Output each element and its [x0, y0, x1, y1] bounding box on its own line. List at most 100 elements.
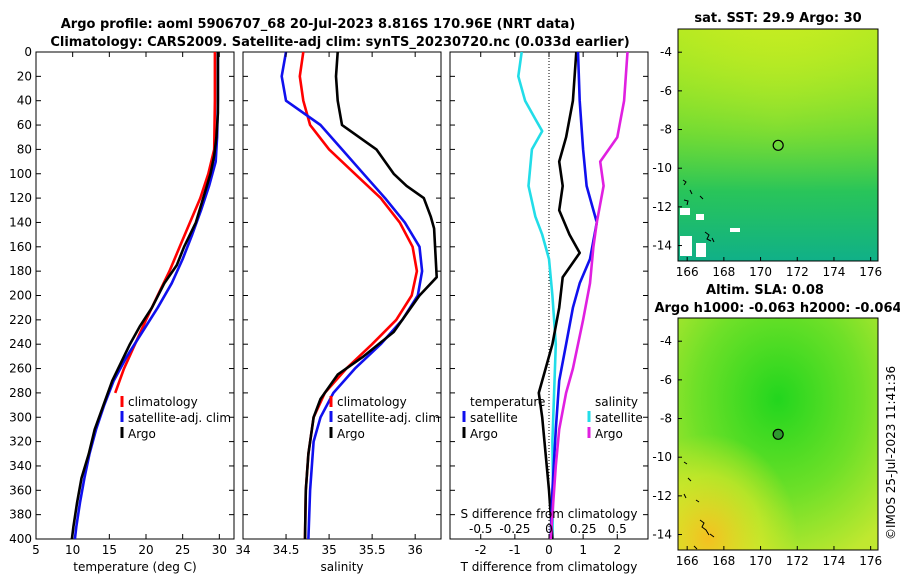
sst-coastline [682, 179, 715, 243]
legend-climatology-label: climatology [128, 395, 198, 409]
y-tick-label: 80 [17, 142, 32, 156]
lon-tick-label: 174 [823, 554, 846, 568]
salinity-legend: climatology satellite-adj. clim Argo [329, 395, 440, 441]
x-tick-label: 30 [212, 543, 227, 557]
salinity-series [280, 51, 438, 540]
y-tick-label: 20 [17, 69, 32, 83]
salinity-panel: 34 34.5 35 35.5 36 salinity climatology sate… [235, 51, 442, 574]
lat-tick-label: -8 [660, 123, 672, 137]
sst-lat-ticks: -4 -6 -8 -10 -12 -14 [652, 45, 682, 253]
lon-tick-label: 172 [786, 265, 809, 279]
y-tick-label: 120 [9, 191, 32, 205]
difference-series [517, 51, 629, 540]
x-tick-label: -1 [509, 543, 521, 557]
x-tick-label: 0 [545, 543, 553, 557]
y-tick-label: 380 [9, 508, 32, 522]
lon-tick-label: 166 [676, 265, 699, 279]
series-line-temperature-argo [537, 51, 581, 540]
sla-lat-ticks: -4 -6 -8 -10 -12 -14 [652, 334, 682, 542]
lat-tick-label: -6 [660, 84, 672, 98]
series-line-temperature-satellite [517, 51, 558, 540]
lon-tick-label: 174 [823, 265, 846, 279]
legend-temp-satellite-label: satellite [470, 411, 518, 425]
y-tick-label: 220 [9, 313, 32, 327]
legend-argo-label: Argo [337, 427, 365, 441]
y-tick-label: 40 [17, 94, 32, 108]
x-tick-label: 35.5 [359, 543, 386, 557]
y-tick-label: 400 [9, 532, 32, 546]
y-tick-label: 260 [9, 362, 32, 376]
legend-sal-argo-label: Argo [595, 427, 623, 441]
difference-y-ticks [450, 51, 648, 540]
temperature-legend: climatology satellite-adj. clim Argo [120, 395, 231, 441]
y-tick-label: 340 [9, 459, 32, 473]
sla-map-title-line2: Argo h1000: -0.063 h2000: -0.064 [654, 301, 900, 316]
lon-tick-label: 168 [712, 265, 735, 279]
legend-satellite-label: satellite-adj. clim [128, 411, 231, 425]
series-line-argo [70, 52, 220, 540]
x-tick-label: -2 [475, 543, 487, 557]
argo-float-marker [772, 139, 784, 151]
y-tick-label: 180 [9, 264, 32, 278]
x-tick-label: 34.5 [273, 543, 300, 557]
series-line-salinity-argo [549, 51, 629, 540]
s-diff-tick-label: 0.25 [570, 522, 597, 536]
s-diff-tick-label: 0 [545, 522, 553, 536]
sla-coastline [683, 461, 715, 550]
lat-tick-label: -12 [652, 489, 672, 503]
temperature-x-label: temperature (deg C) [73, 560, 196, 574]
x-tick-label: 1 [579, 543, 587, 557]
temperature-x-ticks: 5 10 15 20 25 30 [32, 52, 227, 557]
y-tick-label: 100 [9, 167, 32, 181]
lon-tick-label: 170 [749, 265, 772, 279]
x-tick-label: 34 [235, 543, 250, 557]
sst-map-frame [677, 28, 879, 262]
sla-map-frame [677, 317, 879, 551]
lat-tick-label: -10 [652, 450, 672, 464]
legend-sal-satellite-label: satellite [595, 411, 643, 425]
temperature-series [70, 52, 220, 540]
y-tick-label: 360 [9, 483, 32, 497]
y-tick-label: 240 [9, 337, 32, 351]
lon-tick-label: 176 [859, 265, 882, 279]
temperature-panel: 5 10 15 20 25 30 0 20 40 60 80 100 120 140 160 180 200 2… [9, 45, 235, 574]
sla-map-title-line1: Altim. SLA: 0.08 [706, 283, 824, 298]
lon-tick-label: 168 [712, 554, 735, 568]
imos-credit: ©IMOS 25-Jul-2023 11:41:36 [884, 366, 898, 540]
x-tick-label: 35 [321, 543, 336, 557]
y-tick-label: 300 [9, 410, 32, 424]
series-line-climatology [298, 51, 419, 540]
salinity-y-ticks [243, 51, 441, 540]
y-tick-label: 140 [9, 215, 32, 229]
salinity-x-label: salinity [320, 560, 363, 574]
sst-map-panel: sat. SST: 29.9 Argo: 30 166 168 170 172 174 1… [652, 11, 882, 279]
y-tick-label: 200 [9, 289, 32, 303]
s-diff-tick-label: 0.5 [608, 522, 627, 536]
y-tick-label: 320 [9, 435, 32, 449]
legend-temperature-title: temperature [470, 395, 545, 409]
legend-temp-argo-label: Argo [470, 427, 498, 441]
lon-tick-label: 172 [786, 554, 809, 568]
y-tick-label: 0 [24, 45, 32, 59]
series-line-satellite-adj-clim [280, 51, 424, 540]
lat-tick-label: -10 [652, 161, 672, 175]
y-tick-label: 60 [17, 118, 32, 132]
difference-x-label: T difference from climatology [460, 560, 638, 574]
lat-tick-label: -4 [660, 45, 672, 59]
sst-field-cool-band [678, 29, 878, 261]
x-tick-label: 15 [102, 543, 117, 557]
difference-panel: -2 -1 0 1 2 -0.5 -0.25 0 0.25 0.5 S difference f… [449, 51, 649, 574]
legend-salinity-title: salinity [595, 395, 638, 409]
sla-lon-ticks: 166 168 170 172 174 176 [676, 546, 882, 568]
series-line-salinity-satellite [549, 51, 599, 540]
sst-lon-ticks: 166 168 170 172 174 176 [676, 257, 882, 279]
salinity-difference-tick-labels: -0.5 -0.25 0 0.25 0.5 [469, 522, 627, 536]
lat-tick-label: -12 [652, 200, 672, 214]
difference-legend: temperature satellite Argo salinity sate… [462, 395, 643, 441]
difference-x-ticks: -2 -1 0 1 2 [475, 52, 621, 557]
lon-tick-label: 170 [749, 554, 772, 568]
legend-climatology-label: climatology [337, 395, 407, 409]
lon-tick-label: 166 [676, 554, 699, 568]
lon-tick-label: 176 [859, 554, 882, 568]
